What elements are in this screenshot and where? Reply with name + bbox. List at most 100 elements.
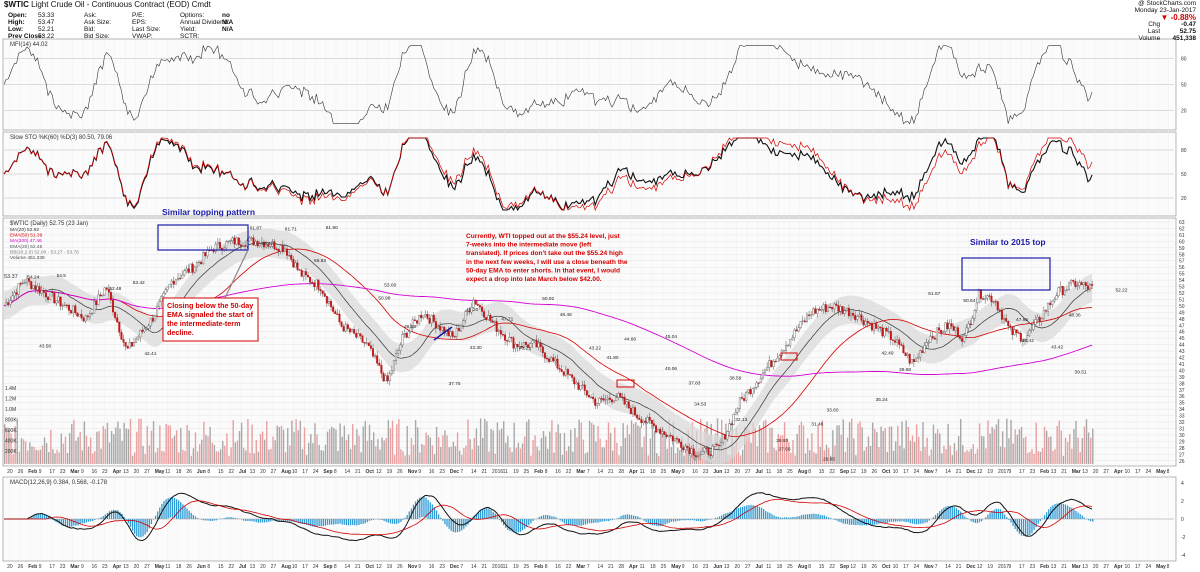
macd-hist-bar [224,518,226,519]
volume-bar [305,455,308,464]
macd-hist-bar [276,519,278,522]
volume-bar [639,426,641,464]
volume-bar [752,422,754,464]
candle-body [1024,339,1027,342]
macd-hist-bar [786,517,788,519]
macd-hist-bar [127,519,129,524]
volume-bar [668,419,671,464]
macd-hist-bar [758,506,761,519]
macd-hist-bar [693,519,696,521]
macd-hist-bar [431,504,433,519]
macd-hist-bar [880,519,882,524]
x-tick-label-bottom: Jun [197,564,206,570]
macd-hist-bar [876,519,878,525]
macd-hist-bar [188,510,190,519]
candle-body [552,357,555,362]
candle-body [1040,318,1043,322]
candle-body [770,360,773,367]
volume-bar [1025,436,1027,464]
macd-hist-bar [444,519,446,525]
symbol: $WTIC [4,0,29,9]
candle-body [638,417,641,420]
macd-hist-bar [521,519,524,531]
macd-hist-bar [664,519,666,525]
price-tick-label: 51 [1179,297,1185,303]
candle-body [860,314,863,321]
macd-hist-bar [425,497,427,518]
candle-body [560,369,563,372]
volume-bar [322,450,325,464]
candle-body [491,320,494,323]
volume-bar [892,450,895,464]
volume-bar [219,449,222,464]
candle-body [481,306,484,312]
candle-body [57,296,60,302]
price-tick-label: 36 [1179,394,1185,400]
volume-bar [685,443,687,464]
macd-hist-bar [475,515,478,519]
price-tick-label: 60 [1179,239,1185,245]
wti-annotation-line: Currently, WTI topped out at the $55.24 … [466,233,621,240]
volume-bar [62,443,65,464]
macd-hist-bar [280,519,283,522]
candle-body [805,314,808,322]
volume-bar [144,453,146,464]
macd-hist-bar [865,519,867,526]
candle-body [432,314,435,322]
macd-hist-bar [140,519,142,538]
candle-body [856,316,859,320]
macd-tick-label: 2 [1181,499,1184,505]
price-data-label: 43.30 [470,345,482,351]
macd-hist-bar [484,508,486,519]
volume-bar [312,443,314,464]
candle-body [862,320,865,325]
macd-hist-bar [662,519,664,526]
volume-bar [320,450,322,464]
candle-body [489,315,492,322]
volume-bar [878,446,880,464]
x-tick-label: 23 [102,469,108,475]
volume-bar [939,433,941,464]
volume-bar [391,420,394,464]
candle-body [1013,329,1016,335]
volume-bar [238,431,241,464]
candle-body [533,339,536,341]
candle-body [751,388,754,395]
candle-body [487,315,490,320]
candle-body [80,314,83,319]
macd-hist-bar [714,517,717,519]
candle-body [799,321,802,328]
candle-body [925,342,928,346]
candle-body [181,274,184,279]
volume-bar [909,440,912,464]
candle-body [583,384,586,391]
candle-body [237,237,240,245]
candle-body [1074,281,1077,287]
candle-body [900,344,903,346]
macd-hist-bar [582,519,584,526]
x-tick-label-bottom: Jun [713,564,722,570]
volume-bar [884,428,886,464]
macd-hist-bar [915,519,918,525]
candle-body [873,323,876,331]
candle-body [172,280,175,285]
volume-bar [888,426,891,464]
candle-body [430,314,433,324]
candle-body [785,345,788,351]
volume-bar [232,420,234,464]
candle-body [497,330,500,332]
closing-annotation-line: EMA signaled the start of [167,310,254,319]
macd-hist-bar [547,514,549,519]
candle-body [743,398,746,401]
candle-body [713,443,716,447]
candle-body [1015,329,1018,333]
candle-body [225,241,228,249]
x-tick-label-bottom: Mar [70,564,79,570]
volume-bar [356,429,358,464]
macd-hist-bar [33,515,35,519]
volume-bar [66,453,69,464]
volume-bar [406,425,408,464]
macd-hist-bar [79,519,81,525]
price-tick-label: 29 [1179,439,1185,445]
